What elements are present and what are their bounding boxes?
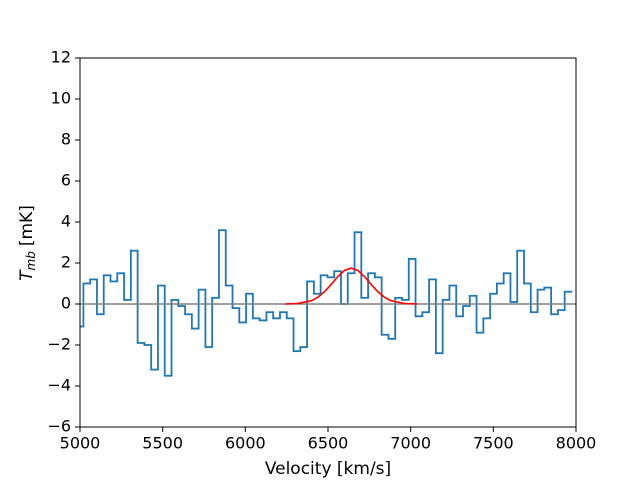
line: [284, 267, 418, 305]
axes-frame: [79, 57, 577, 428]
y-tick-label: 12: [51, 48, 71, 67]
y-tick-label: 0: [61, 294, 71, 313]
y-tick-label: 6: [61, 171, 71, 190]
y-tick-label: 4: [61, 212, 71, 231]
x-axis-label: Velocity [km/s]: [265, 459, 391, 479]
y-tick-label: 10: [51, 89, 71, 108]
x-tick-label: 6000: [225, 434, 266, 453]
y-tick-label: 2: [61, 253, 71, 272]
x-tick-label: 5000: [60, 434, 101, 453]
y-label-subscript: mb: [24, 251, 38, 271]
x-tick-label: 5500: [142, 434, 183, 453]
y-tick-label: 8: [61, 130, 71, 149]
x-tick-label: 8000: [556, 434, 597, 453]
x-tick-label: 7000: [390, 434, 431, 453]
y-tick-label: −4: [47, 376, 71, 395]
y-tick-label: −6: [47, 417, 71, 436]
y-label-symbol: T: [17, 269, 37, 281]
plot-area: [80, 229, 576, 377]
x-tick-label: 7500: [473, 434, 514, 453]
y-axis-label: Tmb [mK]: [17, 205, 38, 281]
x-tick-label: 6500: [308, 434, 349, 453]
y-tick-label: −2: [47, 335, 71, 354]
y-label-unit: [mK]: [17, 205, 37, 246]
